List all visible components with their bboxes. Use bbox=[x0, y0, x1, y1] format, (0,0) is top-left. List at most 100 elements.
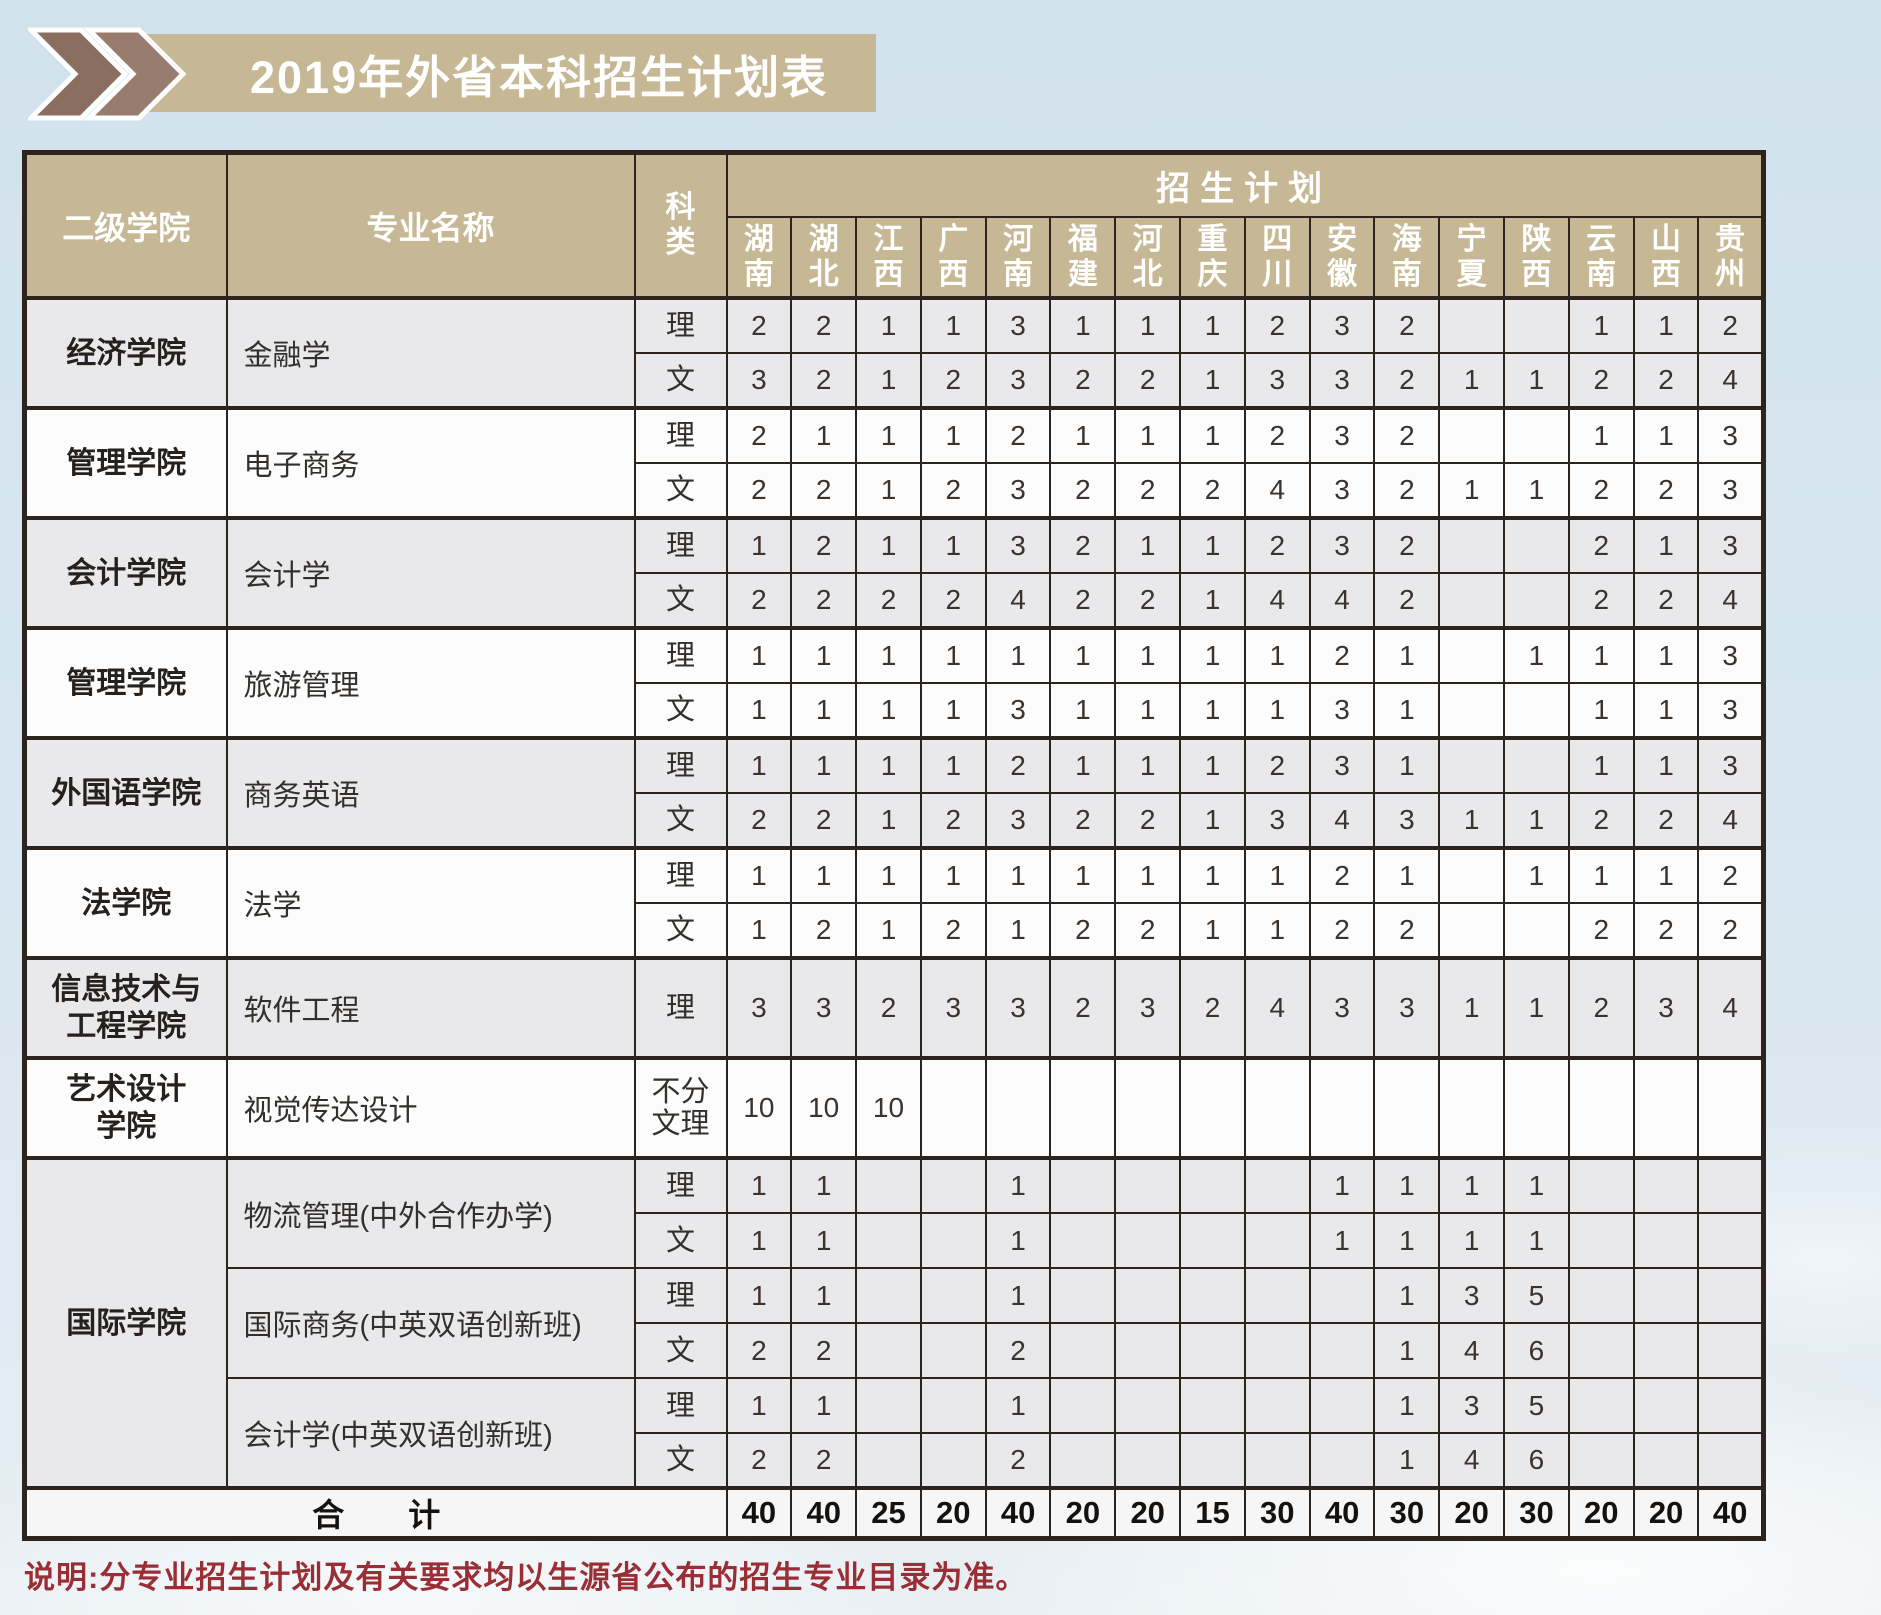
cell-value bbox=[1567, 1156, 1635, 1215]
cell-value: 4 bbox=[984, 572, 1052, 630]
cell-value bbox=[1697, 1056, 1765, 1160]
cell-value bbox=[1114, 1267, 1182, 1325]
cell-value: 1 bbox=[790, 1267, 858, 1325]
major-name: 国际商务(中英双语创新班) bbox=[225, 1267, 636, 1380]
college-name: 信息技术与 工程学院 bbox=[23, 956, 228, 1060]
cell-value: 1 bbox=[1179, 736, 1246, 795]
cell-value bbox=[855, 1432, 922, 1490]
cell-value: 2 bbox=[1697, 846, 1765, 905]
cell-value: 1 bbox=[1049, 626, 1117, 685]
cell-value bbox=[1438, 846, 1506, 905]
cell-value: 2 bbox=[790, 572, 858, 630]
cell-value: 3 bbox=[1373, 792, 1441, 850]
cell-value: 1 bbox=[855, 846, 922, 905]
column-header-province-四川: 四 川 bbox=[1243, 215, 1311, 301]
cell-value bbox=[1567, 1056, 1635, 1160]
cell-value: 4 bbox=[1697, 956, 1765, 1060]
cell-value: 2 bbox=[790, 1432, 858, 1490]
cell-value: 1 bbox=[1373, 1377, 1441, 1435]
cell-value: 1 bbox=[1179, 406, 1246, 465]
cell-value: 1 bbox=[1632, 516, 1700, 575]
cell-value: 1 bbox=[790, 736, 858, 795]
cell-value bbox=[855, 1212, 922, 1270]
cell-value: 1 bbox=[1243, 846, 1311, 905]
cell-value: 1 bbox=[1114, 406, 1182, 465]
college-name: 艺术设计 学院 bbox=[23, 1056, 228, 1160]
column-header-province-山西: 山 西 bbox=[1632, 215, 1700, 301]
cell-value bbox=[1697, 1377, 1765, 1435]
college-name: 管理学院 bbox=[23, 626, 228, 740]
cell-value: 3 bbox=[984, 352, 1052, 410]
cell-value: 3 bbox=[1243, 352, 1311, 410]
column-header-province-湖南: 湖 南 bbox=[725, 215, 793, 301]
cell-value: 2 bbox=[984, 1322, 1052, 1380]
cell-value bbox=[855, 1267, 922, 1325]
cell-value: 1 bbox=[1373, 682, 1441, 740]
cell-value bbox=[1632, 1212, 1700, 1270]
cell-value bbox=[1438, 902, 1506, 960]
cell-value bbox=[1697, 1156, 1765, 1215]
cell-value: 1 bbox=[1438, 462, 1506, 520]
total-value: 40 bbox=[984, 1486, 1052, 1540]
cell-value bbox=[1503, 572, 1570, 630]
cell-value: 3 bbox=[1632, 956, 1700, 1060]
total-value: 20 bbox=[1438, 1486, 1506, 1540]
cell-value: 1 bbox=[1049, 296, 1117, 355]
title-banner: 2019年外省本科招生计划表 bbox=[140, 34, 876, 112]
cell-value: 2 bbox=[1179, 956, 1246, 1060]
cell-value bbox=[1179, 1156, 1246, 1215]
cell-value: 2 bbox=[1049, 516, 1117, 575]
column-header-province-贵州: 贵 州 bbox=[1697, 215, 1765, 301]
cell-value: 4 bbox=[1308, 792, 1376, 850]
cell-value: 1 bbox=[919, 296, 987, 355]
cell-value: 6 bbox=[1503, 1322, 1570, 1380]
cell-value bbox=[1503, 296, 1570, 355]
cell-value: 2 bbox=[1567, 352, 1635, 410]
cell-value bbox=[855, 1156, 922, 1215]
cell-value: 4 bbox=[1697, 572, 1765, 630]
cell-value: 1 bbox=[725, 902, 793, 960]
major-name: 商务英语 bbox=[225, 736, 636, 850]
cell-value bbox=[919, 1156, 987, 1215]
cell-value: 1 bbox=[1632, 626, 1700, 685]
cell-value: 2 bbox=[1567, 902, 1635, 960]
cell-value: 2 bbox=[725, 572, 793, 630]
cell-value: 1 bbox=[1049, 406, 1117, 465]
cell-value: 1 bbox=[1373, 1156, 1441, 1215]
cell-value: 3 bbox=[1697, 406, 1765, 465]
cell-value: 4 bbox=[1438, 1432, 1506, 1490]
total-value: 15 bbox=[1179, 1486, 1246, 1540]
cell-value: 1 bbox=[1308, 1212, 1376, 1270]
cell-value: 2 bbox=[1567, 956, 1635, 1060]
cell-value: 2 bbox=[1243, 296, 1311, 355]
cell-value bbox=[1049, 1156, 1117, 1215]
cell-value bbox=[919, 1322, 987, 1380]
cell-value bbox=[1179, 1377, 1246, 1435]
page-title: 2019年外省本科招生计划表 bbox=[250, 51, 829, 103]
cell-value: 1 bbox=[1049, 846, 1117, 905]
total-value: 20 bbox=[1567, 1486, 1635, 1540]
cell-value: 2 bbox=[1632, 352, 1700, 410]
major-name: 旅游管理 bbox=[225, 626, 636, 740]
cell-value: 2 bbox=[984, 736, 1052, 795]
major-name: 物流管理(中外合作办学) bbox=[225, 1156, 636, 1270]
cell-value: 2 bbox=[1179, 462, 1246, 520]
subject-category: 不分 文理 bbox=[633, 1056, 728, 1160]
total-value: 25 bbox=[855, 1486, 922, 1540]
subject-category: 文 bbox=[633, 1322, 728, 1380]
cell-value: 1 bbox=[1503, 462, 1570, 520]
cell-value: 3 bbox=[1438, 1267, 1506, 1325]
cell-value: 2 bbox=[725, 296, 793, 355]
cell-value: 1 bbox=[1632, 406, 1700, 465]
total-value: 40 bbox=[790, 1486, 858, 1540]
cell-value: 1 bbox=[919, 846, 987, 905]
cell-value bbox=[1567, 1322, 1635, 1380]
subject-category: 理 bbox=[633, 1156, 728, 1215]
cell-value: 1 bbox=[855, 792, 922, 850]
cell-value: 2 bbox=[1049, 572, 1117, 630]
major-name: 电子商务 bbox=[225, 406, 636, 520]
cell-value: 3 bbox=[1114, 956, 1182, 1060]
cell-value: 2 bbox=[1373, 572, 1441, 630]
